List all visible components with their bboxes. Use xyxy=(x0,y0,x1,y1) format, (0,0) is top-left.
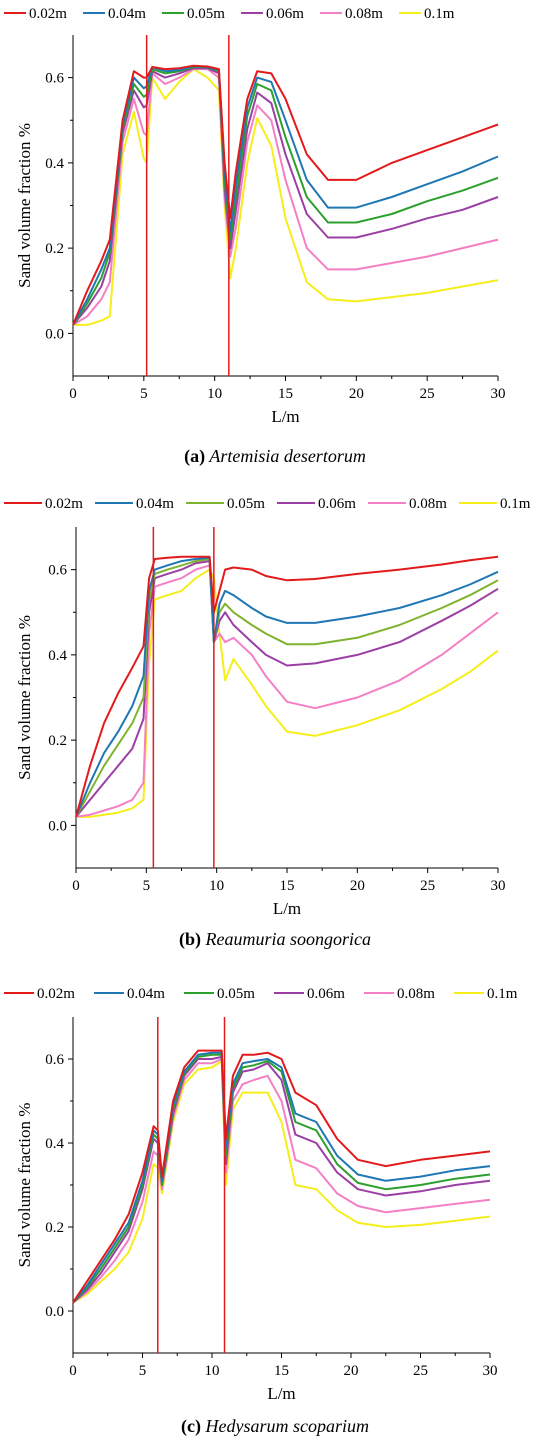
legend-label: 0.1m xyxy=(500,496,531,512)
x-tick-label: 10 xyxy=(207,386,222,402)
x-tick-label: 10 xyxy=(209,878,224,894)
x-tick-label: 0 xyxy=(72,878,80,894)
series-line xyxy=(76,568,499,818)
legend-label: 0.06m xyxy=(266,6,304,22)
legend-label: 0.06m xyxy=(318,496,356,512)
y-tick-label: 0.0 xyxy=(45,326,64,342)
x-tick-label: 15 xyxy=(280,878,295,894)
series-line xyxy=(72,64,499,326)
series-line xyxy=(72,65,499,326)
x-tick-label: 0 xyxy=(69,1363,77,1379)
legend-label: 0.04m xyxy=(127,986,165,1002)
legend-label: 0.04m xyxy=(108,6,146,22)
series-line xyxy=(72,1049,491,1304)
line-chart-c: 0.02m 0.04m 0.05m 0.06m 0.08m 0.1m 0 5 10 15 20 25 3… xyxy=(4,986,518,1437)
x-axis-label: L/m xyxy=(271,407,299,426)
x-tick-label: 15 xyxy=(278,386,293,402)
x-tick-label: 20 xyxy=(344,1363,359,1379)
y-tick-label: 0.2 xyxy=(48,733,67,749)
x-axis-label: L/m xyxy=(273,899,301,918)
legend-label: 0.08m xyxy=(397,986,435,1002)
x-tick-label: 5 xyxy=(143,878,151,894)
legend-label: 0.05m xyxy=(217,986,255,1002)
series-line xyxy=(72,1058,491,1304)
x-tick-label: 30 xyxy=(491,386,506,402)
x-tick-label: 30 xyxy=(483,1363,498,1379)
x-axis-label: L/m xyxy=(267,1384,295,1403)
x-tick-label: 5 xyxy=(140,386,148,402)
caption-letter: (a) xyxy=(184,446,205,467)
legend-label: 0.02m xyxy=(29,6,67,22)
y-tick-label: 0.4 xyxy=(48,648,67,664)
chart-caption: (a) Artemisia desertorum xyxy=(184,446,366,467)
legend-label: 0.08m xyxy=(345,6,383,22)
series-line xyxy=(72,1055,491,1304)
y-axis-label: Sand volume fraction % xyxy=(15,615,34,780)
x-tick-label: 25 xyxy=(413,1363,428,1379)
x-tick-label: 5 xyxy=(139,1363,147,1379)
x-tick-label: 15 xyxy=(274,1363,289,1379)
line-chart-b: 0.02m 0.04m 0.05m 0.06m 0.08m 0.1m 0 5 10 15 20 25 3… xyxy=(4,496,531,950)
caption-letter: (b) xyxy=(179,929,201,950)
series-line xyxy=(72,1053,491,1304)
y-axis-label: Sand volume fraction % xyxy=(15,1103,34,1268)
x-tick-label: 20 xyxy=(349,386,364,402)
series-line xyxy=(72,1060,491,1304)
chart-caption: (c) Hedysarum scoparium xyxy=(181,1416,369,1437)
chart-panel-b: 0.02m 0.04m 0.05m 0.06m 0.08m 0.1m 0 5 10 15 20 25 3… xyxy=(0,482,550,962)
legend-label: 0.05m xyxy=(187,6,225,22)
chart-caption: (b) Reaumuria soongorica xyxy=(179,929,371,950)
x-tick-label: 0 xyxy=(69,386,77,402)
y-tick-label: 0.4 xyxy=(45,156,64,172)
x-tick-label: 30 xyxy=(491,878,506,894)
y-axis-label: Sand volume fraction % xyxy=(15,123,34,288)
legend-label: 0.1m xyxy=(487,986,518,1002)
caption-species: Hedysarum scoparium xyxy=(201,1416,369,1436)
x-tick-label: 10 xyxy=(205,1363,220,1379)
y-tick-label: 0.2 xyxy=(45,1220,64,1236)
legend-label: 0.02m xyxy=(45,496,83,512)
series-line xyxy=(72,68,499,326)
legend-label: 0.04m xyxy=(136,496,174,512)
x-tick-label: 25 xyxy=(420,386,435,402)
y-tick-label: 0.0 xyxy=(45,1304,64,1320)
y-tick-label: 0.6 xyxy=(45,1052,64,1068)
legend-label: 0.05m xyxy=(227,496,265,512)
series-line xyxy=(75,556,499,818)
legend-label: 0.1m xyxy=(424,6,455,22)
y-tick-label: 0.4 xyxy=(45,1136,64,1152)
line-chart-a: 0.02m 0.04m 0.05m 0.06m 0.08m 0.1m 0 5 10 15 20 25 3… xyxy=(4,6,506,467)
legend-label: 0.02m xyxy=(37,986,75,1002)
y-tick-label: 0.6 xyxy=(45,71,64,87)
chart-panel-a: 0.02m 0.04m 0.05m 0.06m 0.08m 0.1m 0 5 10 15 20 25 3… xyxy=(0,0,550,480)
x-tick-label: 20 xyxy=(350,878,365,894)
caption-species: Artemisia desertorum xyxy=(205,446,366,466)
legend-label: 0.08m xyxy=(409,496,447,512)
series-line xyxy=(72,1051,491,1304)
y-tick-label: 0.0 xyxy=(48,818,67,834)
caption-species: Reaumuria soongorica xyxy=(201,929,371,949)
chart-panel-c: 0.02m 0.04m 0.05m 0.06m 0.08m 0.1m 0 5 10 15 20 25 3… xyxy=(0,964,550,1449)
series-line xyxy=(75,564,499,818)
y-tick-label: 0.6 xyxy=(48,563,67,579)
caption-letter: (c) xyxy=(181,1416,201,1437)
legend-label: 0.06m xyxy=(307,986,345,1002)
x-tick-label: 25 xyxy=(420,878,435,894)
y-tick-label: 0.2 xyxy=(45,241,64,257)
